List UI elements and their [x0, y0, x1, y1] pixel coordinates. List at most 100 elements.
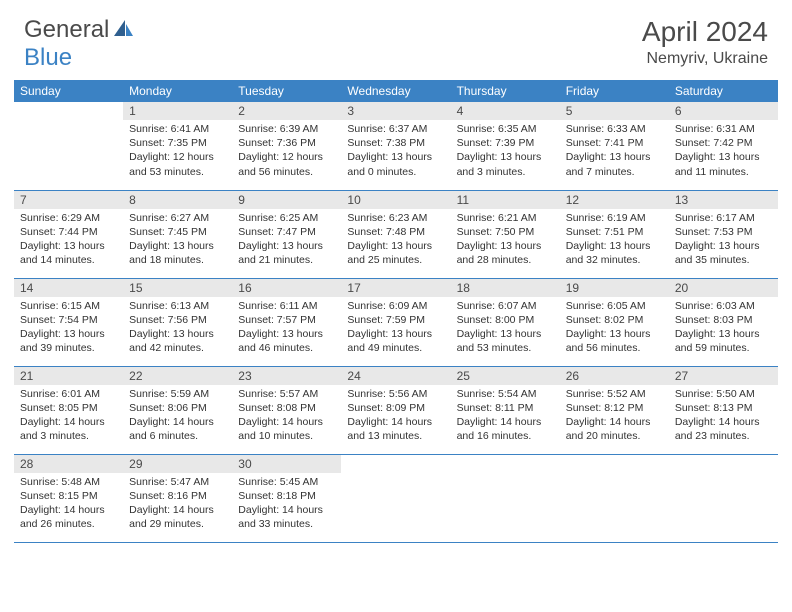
day-cell: 20Sunrise: 6:03 AMSunset: 8:03 PMDayligh… — [669, 278, 778, 366]
day-header-sunday: Sunday — [14, 80, 123, 102]
day-number: 15 — [123, 279, 232, 297]
day-details: Sunrise: 5:50 AMSunset: 8:13 PMDaylight:… — [669, 385, 778, 446]
day-details: Sunrise: 6:07 AMSunset: 8:00 PMDaylight:… — [451, 297, 560, 358]
day-details: Sunrise: 5:47 AMSunset: 8:16 PMDaylight:… — [123, 473, 232, 534]
day-cell: 21Sunrise: 6:01 AMSunset: 8:05 PMDayligh… — [14, 366, 123, 454]
day-number: 17 — [341, 279, 450, 297]
day-cell: 9Sunrise: 6:25 AMSunset: 7:47 PMDaylight… — [232, 190, 341, 278]
month-title: April 2024 — [642, 16, 768, 48]
day-number: 9 — [232, 191, 341, 209]
day-number: 26 — [560, 367, 669, 385]
day-details: Sunrise: 6:29 AMSunset: 7:44 PMDaylight:… — [14, 209, 123, 270]
week-row: 21Sunrise: 6:01 AMSunset: 8:05 PMDayligh… — [14, 366, 778, 454]
day-number: 12 — [560, 191, 669, 209]
week-row: 7Sunrise: 6:29 AMSunset: 7:44 PMDaylight… — [14, 190, 778, 278]
day-cell: 13Sunrise: 6:17 AMSunset: 7:53 PMDayligh… — [669, 190, 778, 278]
week-row: 14Sunrise: 6:15 AMSunset: 7:54 PMDayligh… — [14, 278, 778, 366]
day-number: 18 — [451, 279, 560, 297]
logo-text-blue: Blue — [24, 44, 72, 71]
day-details: Sunrise: 6:09 AMSunset: 7:59 PMDaylight:… — [341, 297, 450, 358]
day-details: Sunrise: 6:27 AMSunset: 7:45 PMDaylight:… — [123, 209, 232, 270]
day-details: Sunrise: 6:37 AMSunset: 7:38 PMDaylight:… — [341, 120, 450, 181]
day-details: Sunrise: 6:31 AMSunset: 7:42 PMDaylight:… — [669, 120, 778, 181]
day-number: 25 — [451, 367, 560, 385]
day-details: Sunrise: 6:03 AMSunset: 8:03 PMDaylight:… — [669, 297, 778, 358]
day-details: Sunrise: 6:13 AMSunset: 7:56 PMDaylight:… — [123, 297, 232, 358]
logo-blue-row: Blue — [24, 44, 72, 72]
day-details: Sunrise: 6:05 AMSunset: 8:02 PMDaylight:… — [560, 297, 669, 358]
day-number: 8 — [123, 191, 232, 209]
day-details: Sunrise: 6:19 AMSunset: 7:51 PMDaylight:… — [560, 209, 669, 270]
day-cell: 5Sunrise: 6:33 AMSunset: 7:41 PMDaylight… — [560, 102, 669, 190]
week-row: 1Sunrise: 6:41 AMSunset: 7:35 PMDaylight… — [14, 102, 778, 190]
day-number: 20 — [669, 279, 778, 297]
day-cell: 23Sunrise: 5:57 AMSunset: 8:08 PMDayligh… — [232, 366, 341, 454]
day-cell: 26Sunrise: 5:52 AMSunset: 8:12 PMDayligh… — [560, 366, 669, 454]
day-number: 19 — [560, 279, 669, 297]
week-row: 28Sunrise: 5:48 AMSunset: 8:15 PMDayligh… — [14, 454, 778, 542]
day-details: Sunrise: 6:01 AMSunset: 8:05 PMDaylight:… — [14, 385, 123, 446]
header: General April 2024 Nemyriv, Ukraine — [0, 0, 792, 76]
day-details: Sunrise: 6:17 AMSunset: 7:53 PMDaylight:… — [669, 209, 778, 270]
day-header-wednesday: Wednesday — [341, 80, 450, 102]
day-number: 6 — [669, 102, 778, 120]
day-cell: 3Sunrise: 6:37 AMSunset: 7:38 PMDaylight… — [341, 102, 450, 190]
day-cell: 29Sunrise: 5:47 AMSunset: 8:16 PMDayligh… — [123, 454, 232, 542]
day-details: Sunrise: 5:59 AMSunset: 8:06 PMDaylight:… — [123, 385, 232, 446]
day-number: 11 — [451, 191, 560, 209]
day-cell: 15Sunrise: 6:13 AMSunset: 7:56 PMDayligh… — [123, 278, 232, 366]
day-number: 13 — [669, 191, 778, 209]
day-number: 1 — [123, 102, 232, 120]
day-number: 21 — [14, 367, 123, 385]
day-details: Sunrise: 5:54 AMSunset: 8:11 PMDaylight:… — [451, 385, 560, 446]
day-header-monday: Monday — [123, 80, 232, 102]
day-number: 7 — [14, 191, 123, 209]
day-details: Sunrise: 6:25 AMSunset: 7:47 PMDaylight:… — [232, 209, 341, 270]
day-details: Sunrise: 5:48 AMSunset: 8:15 PMDaylight:… — [14, 473, 123, 534]
day-number: 4 — [451, 102, 560, 120]
day-details: Sunrise: 6:23 AMSunset: 7:48 PMDaylight:… — [341, 209, 450, 270]
day-header-row: SundayMondayTuesdayWednesdayThursdayFrid… — [14, 80, 778, 102]
day-cell: 25Sunrise: 5:54 AMSunset: 8:11 PMDayligh… — [451, 366, 560, 454]
day-cell: 1Sunrise: 6:41 AMSunset: 7:35 PMDaylight… — [123, 102, 232, 190]
day-cell: 11Sunrise: 6:21 AMSunset: 7:50 PMDayligh… — [451, 190, 560, 278]
day-cell: 2Sunrise: 6:39 AMSunset: 7:36 PMDaylight… — [232, 102, 341, 190]
day-cell: 12Sunrise: 6:19 AMSunset: 7:51 PMDayligh… — [560, 190, 669, 278]
day-cell: 28Sunrise: 5:48 AMSunset: 8:15 PMDayligh… — [14, 454, 123, 542]
calendar-table: SundayMondayTuesdayWednesdayThursdayFrid… — [14, 80, 778, 543]
day-number: 28 — [14, 455, 123, 473]
day-cell: 14Sunrise: 6:15 AMSunset: 7:54 PMDayligh… — [14, 278, 123, 366]
day-number: 27 — [669, 367, 778, 385]
day-header-friday: Friday — [560, 80, 669, 102]
day-details: Sunrise: 6:39 AMSunset: 7:36 PMDaylight:… — [232, 120, 341, 181]
day-cell: 10Sunrise: 6:23 AMSunset: 7:48 PMDayligh… — [341, 190, 450, 278]
day-details: Sunrise: 5:57 AMSunset: 8:08 PMDaylight:… — [232, 385, 341, 446]
day-number: 14 — [14, 279, 123, 297]
day-cell: 17Sunrise: 6:09 AMSunset: 7:59 PMDayligh… — [341, 278, 450, 366]
day-number: 30 — [232, 455, 341, 473]
empty-day-cell — [451, 454, 560, 542]
day-details: Sunrise: 6:33 AMSunset: 7:41 PMDaylight:… — [560, 120, 669, 181]
day-number: 29 — [123, 455, 232, 473]
day-number: 16 — [232, 279, 341, 297]
day-details: Sunrise: 6:21 AMSunset: 7:50 PMDaylight:… — [451, 209, 560, 270]
day-details: Sunrise: 6:35 AMSunset: 7:39 PMDaylight:… — [451, 120, 560, 181]
logo-sail-icon — [113, 18, 135, 43]
day-details: Sunrise: 6:15 AMSunset: 7:54 PMDaylight:… — [14, 297, 123, 358]
day-header-tuesday: Tuesday — [232, 80, 341, 102]
day-number: 3 — [341, 102, 450, 120]
day-details: Sunrise: 5:56 AMSunset: 8:09 PMDaylight:… — [341, 385, 450, 446]
day-cell: 16Sunrise: 6:11 AMSunset: 7:57 PMDayligh… — [232, 278, 341, 366]
day-cell: 22Sunrise: 5:59 AMSunset: 8:06 PMDayligh… — [123, 366, 232, 454]
logo-text-general: General — [24, 16, 109, 44]
day-cell: 7Sunrise: 6:29 AMSunset: 7:44 PMDaylight… — [14, 190, 123, 278]
empty-day-cell — [669, 454, 778, 542]
title-block: April 2024 Nemyriv, Ukraine — [642, 16, 768, 68]
empty-day-cell — [341, 454, 450, 542]
day-number: 22 — [123, 367, 232, 385]
day-cell: 24Sunrise: 5:56 AMSunset: 8:09 PMDayligh… — [341, 366, 450, 454]
day-cell: 8Sunrise: 6:27 AMSunset: 7:45 PMDaylight… — [123, 190, 232, 278]
day-cell: 27Sunrise: 5:50 AMSunset: 8:13 PMDayligh… — [669, 366, 778, 454]
day-cell: 30Sunrise: 5:45 AMSunset: 8:18 PMDayligh… — [232, 454, 341, 542]
day-header-saturday: Saturday — [669, 80, 778, 102]
